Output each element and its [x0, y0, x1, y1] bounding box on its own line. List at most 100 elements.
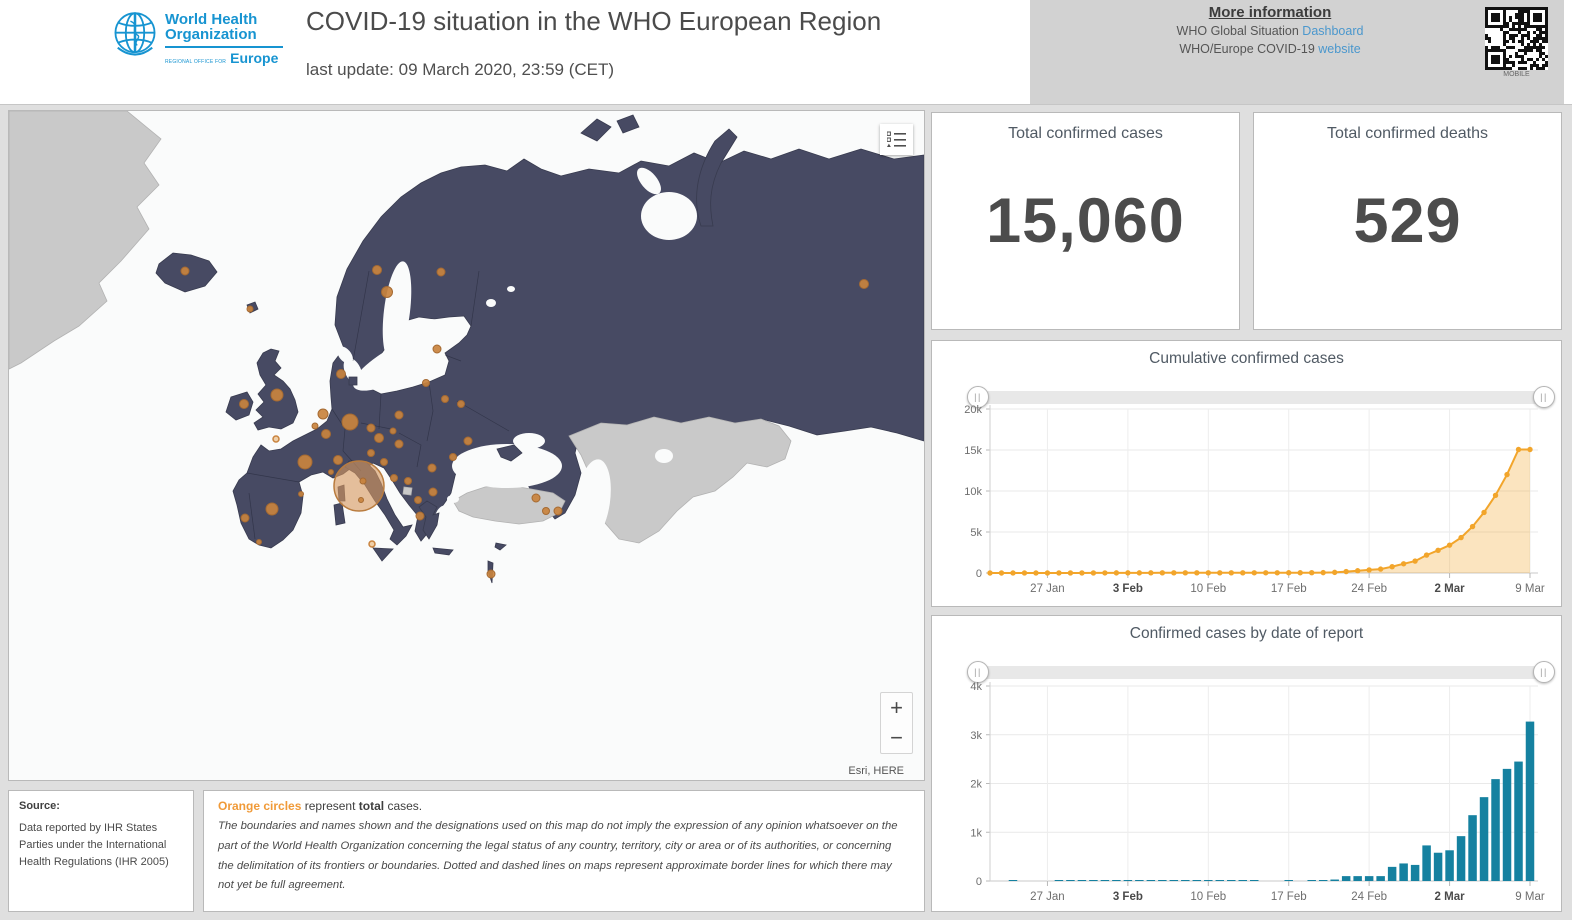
bar-30-Jan[interactable]	[1077, 880, 1087, 881]
bar-4-Mar[interactable]	[1468, 815, 1477, 881]
bar-26-Feb[interactable]	[1387, 866, 1397, 881]
case-circle-switzerland[interactable]	[333, 455, 343, 465]
bar-11-Feb[interactable]	[1215, 880, 1225, 881]
data-point-11-Feb[interactable]	[1217, 570, 1223, 576]
bar-3-Feb[interactable]	[1123, 880, 1133, 881]
case-circle-portugal[interactable]	[240, 513, 250, 523]
region-kosovo[interactable]	[402, 486, 413, 496]
case-circle-france[interactable]	[297, 454, 313, 470]
case-circle-united-kingdom[interactable]	[270, 388, 284, 402]
case-circle-greece[interactable]	[415, 511, 425, 521]
case-circle-iceland[interactable]	[180, 266, 190, 276]
data-point-21-Feb[interactable]	[1331, 569, 1338, 576]
bar-2-Feb[interactable]	[1112, 880, 1121, 881]
case-circle-bosnia-herzegovina[interactable]	[390, 474, 398, 482]
case-circle-moldova[interactable]	[449, 453, 457, 461]
case-circle-georgia[interactable]	[531, 493, 541, 503]
case-circle-czechia[interactable]	[366, 423, 376, 433]
data-point-22-Feb[interactable]	[1343, 568, 1349, 575]
bar-8-Mar[interactable]	[1514, 761, 1523, 881]
data-point-15-Feb[interactable]	[1263, 570, 1269, 576]
case-circle-ireland[interactable]	[239, 399, 249, 409]
case-circle-israel[interactable]	[486, 569, 496, 579]
case-circle-belarus[interactable]	[457, 400, 465, 408]
data-point-16-Feb[interactable]	[1274, 570, 1280, 576]
data-point-22-Jan[interactable]	[987, 570, 993, 576]
bar-20-Feb[interactable]	[1318, 880, 1328, 881]
bar-23-Feb[interactable]	[1353, 876, 1362, 881]
bar-17-Feb[interactable]	[1284, 880, 1293, 881]
slider-left-handle[interactable]: ||	[967, 661, 989, 683]
data-point-2-Feb[interactable]	[1113, 570, 1120, 576]
bar-7-Mar[interactable]	[1502, 768, 1512, 881]
cumulative-range-slider[interactable]: || ||	[967, 386, 1555, 408]
case-circle-netherlands[interactable]	[317, 408, 329, 420]
data-point-27-Feb[interactable]	[1400, 561, 1407, 567]
bar-24-Jan[interactable]	[1008, 880, 1018, 881]
case-circle-slovenia[interactable]	[367, 449, 375, 457]
bar-13-Feb[interactable]	[1238, 880, 1248, 881]
bar-6-Feb[interactable]	[1158, 880, 1167, 881]
case-circle-estonia[interactable]	[432, 344, 442, 354]
case-circle-spain[interactable]	[265, 502, 279, 516]
cases-by-date-range-slider[interactable]: || ||	[967, 661, 1555, 683]
bar-25-Feb[interactable]	[1376, 876, 1385, 881]
slider-right-handle[interactable]: ||	[1533, 386, 1555, 408]
case-circle-croatia[interactable]	[380, 458, 388, 466]
data-point-26-Jan[interactable]	[1033, 570, 1039, 576]
data-point-25-Jan[interactable]	[1021, 570, 1028, 576]
data-point-17-Feb[interactable]	[1286, 570, 1292, 576]
case-circle-sweden[interactable]	[381, 286, 393, 298]
cases-by-date-chart[interactable]: 0 1k 2k 3k 4k 27 Jan 3 Feb 10 Feb 17 Feb 24 Feb 2 …	[932, 616, 1561, 911]
data-point-29-Feb[interactable]	[1423, 552, 1430, 558]
bar-7-Feb[interactable]	[1169, 880, 1179, 881]
case-circle-andorra[interactable]	[298, 491, 304, 497]
data-point-8-Feb[interactable]	[1182, 570, 1189, 576]
data-point-24-Jan[interactable]	[1010, 570, 1016, 576]
cumulative-cases-chart[interactable]: 0 5k 10k 15k 20k 27 Jan 3 Feb 10 Feb 17 Feb 24 Fe…	[932, 341, 1561, 606]
data-point-3-Feb[interactable]	[1125, 570, 1131, 576]
data-point-30-Jan[interactable]	[1079, 570, 1085, 576]
data-point-27-Jan[interactable]	[1044, 570, 1051, 576]
data-point-3-Mar[interactable]	[1458, 534, 1464, 541]
case-circle-bulgaria[interactable]	[428, 487, 438, 497]
bar-14-Feb[interactable]	[1250, 880, 1259, 881]
case-circle-belgium[interactable]	[321, 429, 331, 439]
case-circle-armenia[interactable]	[542, 507, 550, 515]
data-point-6-Feb[interactable]	[1159, 570, 1166, 576]
data-point-5-Feb[interactable]	[1148, 570, 1154, 576]
data-point-9-Feb[interactable]	[1194, 570, 1200, 576]
case-circle-hungary[interactable]	[394, 439, 404, 449]
bar-12-Feb[interactable]	[1227, 880, 1236, 881]
case-circle-finland[interactable]	[436, 267, 446, 277]
bar-6-Mar[interactable]	[1491, 779, 1500, 881]
data-point-23-Jan[interactable]	[998, 570, 1005, 576]
case-circle-malta[interactable]	[368, 540, 376, 548]
data-point-28-Feb[interactable]	[1412, 558, 1418, 564]
case-circle-latvia[interactable]	[422, 379, 430, 387]
bar-9-Feb[interactable]	[1192, 880, 1202, 881]
bar-4-Feb[interactable]	[1135, 880, 1144, 881]
bar-1-Mar[interactable]	[1433, 852, 1443, 881]
bar-19-Feb[interactable]	[1307, 880, 1316, 881]
data-point-12-Feb[interactable]	[1228, 570, 1234, 576]
data-point-28-Jan[interactable]	[1056, 570, 1062, 576]
data-point-10-Feb[interactable]	[1205, 570, 1211, 576]
bar-1-Feb[interactable]	[1100, 880, 1110, 881]
europe-map[interactable]	[8, 110, 925, 780]
case-circle-italy[interactable]	[333, 460, 385, 512]
case-circle-monaco[interactable]	[328, 469, 334, 475]
bar-8-Feb[interactable]	[1181, 880, 1190, 881]
bar-22-Feb[interactable]	[1341, 876, 1351, 881]
dashboard-link[interactable]: Dashboard	[1302, 24, 1364, 38]
bar-9-Mar[interactable]	[1525, 721, 1535, 881]
bar-5-Mar[interactable]	[1479, 797, 1489, 881]
bar-21-Feb[interactable]	[1330, 879, 1339, 881]
case-circle-norway[interactable]	[372, 265, 382, 275]
website-link[interactable]: website	[1318, 41, 1361, 56]
case-circle-azerbaijan[interactable]	[553, 506, 563, 516]
case-circle-slovakia[interactable]	[389, 427, 397, 435]
map-legend-button[interactable]	[880, 124, 913, 155]
bar-10-Feb[interactable]	[1204, 880, 1213, 881]
data-point-4-Feb[interactable]	[1136, 570, 1143, 576]
